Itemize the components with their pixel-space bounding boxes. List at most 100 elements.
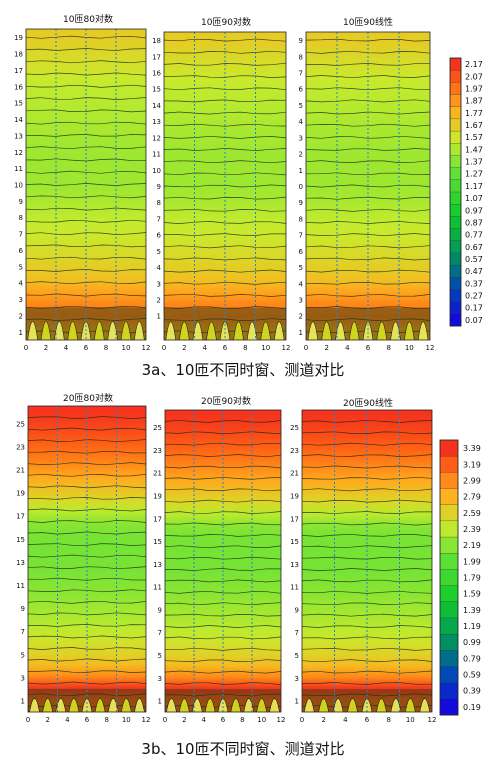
contour-line: [305, 221, 431, 224]
x-tick-label: 12: [142, 344, 151, 352]
legend-swatch: [449, 57, 462, 71]
anomaly-lobe: [376, 321, 388, 341]
x-tick-label: 0: [163, 716, 167, 724]
legend-swatch: [449, 130, 462, 144]
anomaly-lobe: [390, 698, 402, 713]
contour-line: [164, 419, 282, 423]
contour-line: [305, 208, 431, 212]
x-tick-label: 0: [304, 344, 308, 352]
contour-line: [163, 123, 287, 127]
y-tick-label: 17: [14, 67, 23, 75]
x-tick-label: 4: [345, 344, 350, 352]
y-tick-label: 9: [299, 199, 303, 207]
contour-line: [301, 659, 433, 663]
contour-line: [27, 624, 147, 627]
anomaly-lobe: [332, 698, 344, 713]
y-tick-label: 16: [152, 70, 161, 78]
panel-frame: [25, 28, 147, 341]
legend-label: 0.79: [463, 654, 481, 663]
legend-label: 1.47: [465, 145, 483, 154]
panel-title: 20匝80对数: [63, 392, 113, 404]
panel-title: 20匝90线性: [343, 397, 393, 409]
contour-line: [164, 579, 282, 583]
x-tick-label: 10: [122, 344, 131, 352]
y-tick-label: 23: [290, 447, 299, 455]
x-tick-label: 10: [405, 344, 414, 352]
legend-label: 2.79: [463, 493, 481, 502]
x-tick-label: 0: [26, 716, 30, 724]
anomaly-lobe: [107, 698, 119, 713]
x-tick-label: 12: [428, 716, 437, 724]
legend-swatch: [439, 617, 459, 635]
y-tick-label: 13: [16, 559, 25, 567]
x-tick-label: 6: [365, 716, 370, 724]
contour-line: [302, 682, 433, 685]
y-tick-label: 25: [290, 424, 299, 432]
y-tick-label: 3: [158, 675, 162, 683]
contour-line: [163, 62, 287, 66]
anomaly-lobe: [107, 321, 118, 341]
y-tick-label: 12: [14, 149, 23, 157]
y-tick-label: 3: [299, 134, 303, 142]
y-tick-label: 1: [299, 167, 303, 175]
contour-line: [25, 219, 147, 223]
anomaly-lobe: [347, 698, 358, 713]
anomaly-lobe: [27, 321, 38, 341]
panel-frame: [164, 409, 282, 713]
x-tick-label: 12: [426, 344, 435, 352]
legend-swatch: [449, 106, 462, 120]
y-tick-label: 5: [19, 263, 23, 271]
legend-swatch: [439, 650, 459, 667]
contour-line: [164, 476, 282, 480]
legend-swatch: [449, 301, 462, 315]
legend-swatch: [439, 698, 459, 716]
legend-label: 0.37: [465, 279, 483, 288]
x-tick-label: 4: [201, 716, 206, 724]
legend-label: 1.59: [463, 590, 481, 599]
legend-label: 0.59: [463, 671, 481, 680]
contour-line: [25, 146, 147, 150]
contour-line: [305, 184, 431, 188]
y-tick-label: 8: [19, 214, 23, 222]
legend-swatch: [449, 143, 462, 156]
figure-3b-caption: 3b、10匝不同时窗、测道对比: [141, 740, 344, 758]
legend-swatch: [439, 504, 459, 522]
x-tick-label: 8: [386, 344, 390, 352]
legend-swatch: [439, 553, 459, 570]
legend-swatch: [449, 240, 462, 254]
y-tick-label: 9: [19, 198, 23, 206]
legend-3b: 3.39 3.19 2.99 2.79 2.59 2.39 2.19 1.99 1.79 1.59…: [439, 439, 481, 716]
contour-line: [164, 636, 282, 640]
legend-label: 0.39: [463, 687, 481, 696]
y-tick-label: 0: [299, 183, 303, 191]
contour-line: [25, 183, 147, 186]
x-tick-label: 4: [64, 344, 69, 352]
panel-title: 10匝90线性: [343, 16, 393, 28]
y-tick-label: 21: [290, 470, 299, 478]
contour-line: [25, 72, 147, 76]
y-tick-label: 11: [14, 165, 23, 173]
y-tick-label: 4: [299, 280, 304, 288]
y-tick-label: 2: [299, 151, 303, 159]
y-tick-label: 1: [295, 698, 299, 706]
y-tick-label: 3: [157, 280, 161, 288]
anomaly-lobe: [303, 698, 315, 713]
x-tick-label: 12: [282, 344, 291, 352]
legend-swatch: [449, 155, 462, 169]
contour-line: [27, 600, 147, 604]
anomaly-lobe: [318, 698, 329, 713]
contour-line: [301, 590, 433, 594]
y-tick-label: 1: [157, 313, 161, 321]
legend-label: 0.17: [465, 304, 483, 313]
x-tick-label: 6: [84, 344, 89, 352]
x-tick-label: 4: [343, 716, 348, 724]
y-tick-label: 13: [152, 118, 161, 126]
y-tick-label: 4: [157, 264, 162, 272]
y-tick-label: 7: [157, 215, 161, 223]
y-tick-label: 5: [299, 264, 303, 272]
legend-swatch: [439, 569, 459, 587]
contour-line: [306, 63, 430, 66]
contour-line: [163, 245, 287, 249]
legend-label: 3.39: [463, 444, 481, 453]
